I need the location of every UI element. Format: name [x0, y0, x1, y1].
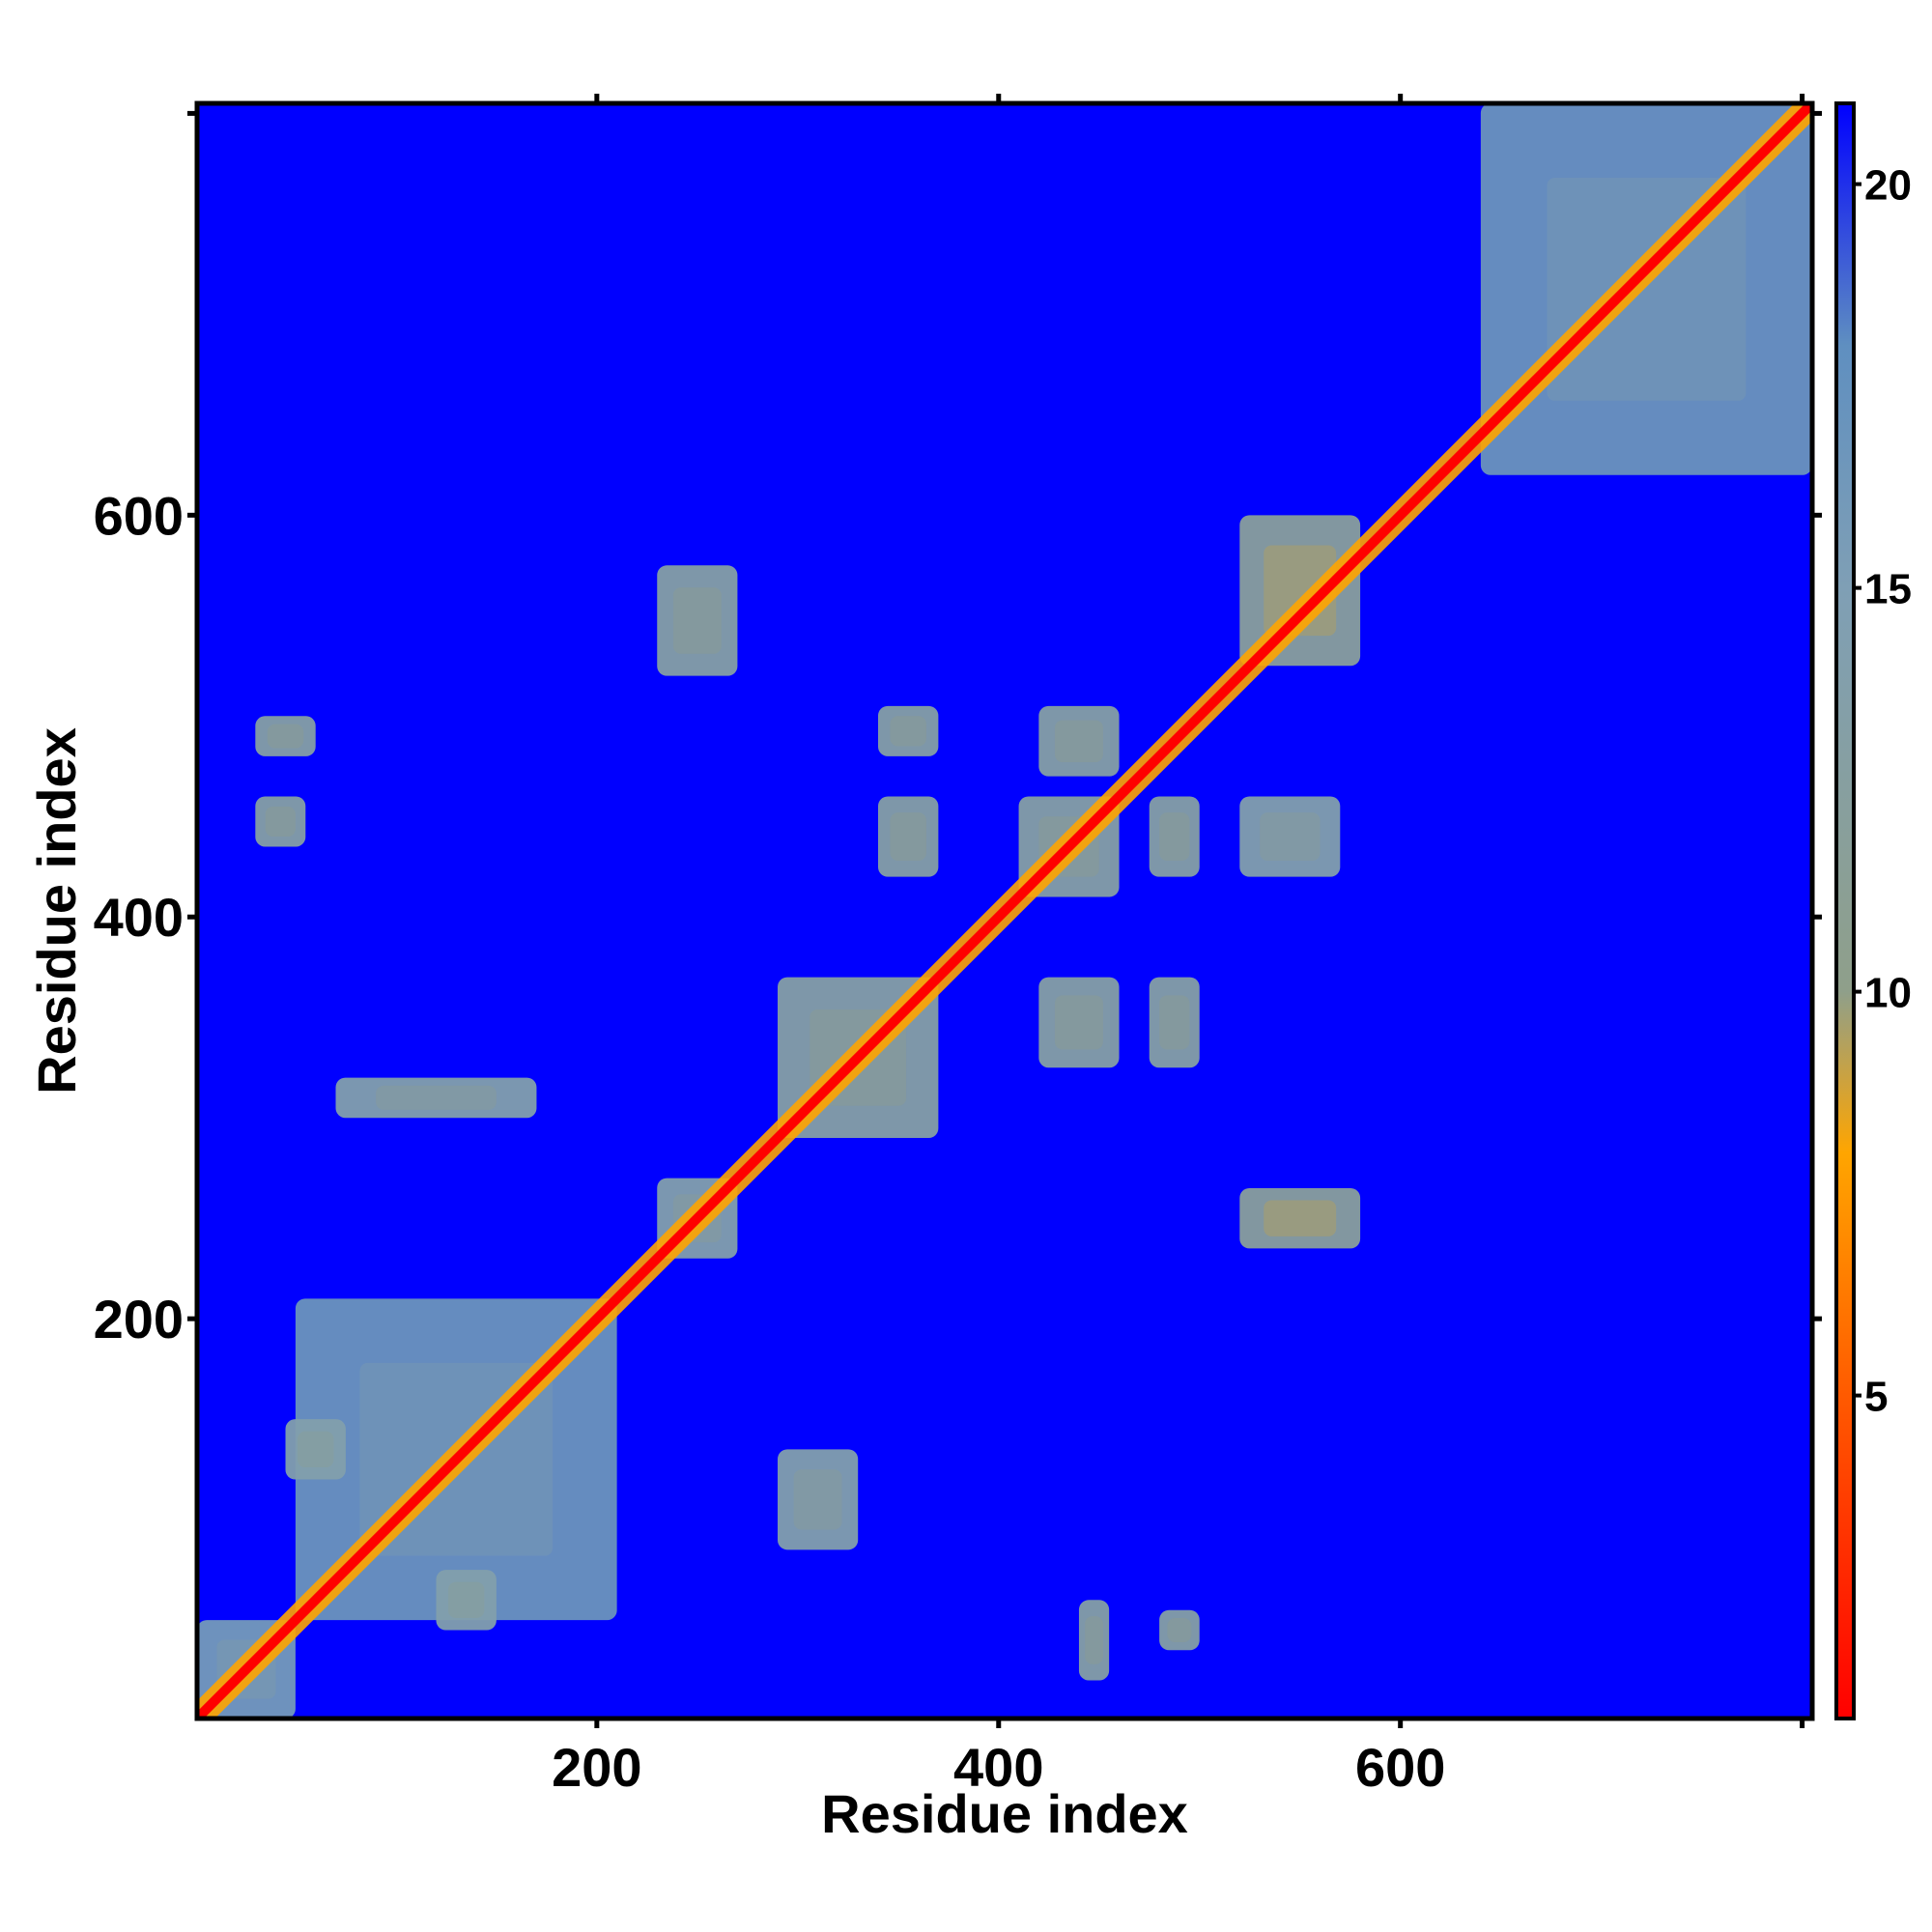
contact-block [657, 565, 738, 676]
contact-block-core [447, 1581, 485, 1619]
contact-block [1038, 977, 1120, 1068]
contact-block [877, 796, 939, 877]
y-axis: 200 400 600 [94, 110, 1822, 1350]
contact-block-core [1054, 995, 1103, 1050]
contact-block-core [265, 806, 296, 838]
contact-block-core [1085, 1615, 1103, 1664]
contact-block [1149, 977, 1200, 1068]
diagonal-line [197, 103, 1812, 1719]
contact-block-core [890, 812, 926, 862]
contact-block [877, 705, 939, 756]
contact-block-core [1167, 1618, 1192, 1642]
contact-block [1239, 1187, 1361, 1249]
contact-block [1038, 705, 1120, 777]
contact-block-core [890, 716, 926, 747]
contact-block [778, 1449, 859, 1550]
contact-block [436, 1570, 497, 1631]
y-tick-label: 200 [94, 1289, 184, 1350]
contact-block-core [793, 1469, 842, 1530]
x-tick-label: 600 [1355, 1737, 1445, 1798]
colorbar-tick-label: 15 [1864, 566, 1912, 613]
contact-block [335, 1077, 537, 1119]
y-tick-label: 600 [94, 485, 184, 546]
contact-block-core [1260, 812, 1321, 862]
contact-block-core [376, 1085, 497, 1110]
contact-block [1159, 1609, 1200, 1651]
colorbar-tick-label: 10 [1864, 970, 1912, 1017]
colorbar-tick-label: 5 [1864, 1374, 1888, 1421]
y-axis-title: Residue index [26, 727, 87, 1094]
contact-block [1078, 1600, 1110, 1681]
contact-block-core [267, 724, 304, 749]
colorbar-ticks: 5 10 15 20 [1854, 162, 1912, 1421]
contact-block [1149, 796, 1200, 877]
contact-block-core [1264, 1200, 1337, 1236]
colorbar [1834, 101, 1856, 1720]
x-axis-title: Residue index [821, 1783, 1188, 1844]
contact-block [255, 796, 306, 847]
y-tick-label: 400 [94, 887, 184, 948]
contact-block [285, 1419, 346, 1480]
contact-block-core [1159, 995, 1190, 1050]
contact-block-core [1159, 812, 1190, 862]
contact-block-core [672, 587, 722, 654]
contact-block-core [297, 1431, 334, 1468]
contact-block-core [1054, 720, 1103, 763]
x-tick-label: 400 [953, 1737, 1043, 1798]
heatmap-marks [197, 103, 1812, 1719]
plot-frame [194, 100, 1815, 1721]
colorbar-tick-label: 20 [1864, 162, 1912, 210]
contact-block [255, 716, 316, 756]
x-axis: 200 400 600 [552, 94, 1805, 1798]
contact-block [1239, 796, 1341, 877]
x-tick-label: 200 [552, 1737, 641, 1798]
